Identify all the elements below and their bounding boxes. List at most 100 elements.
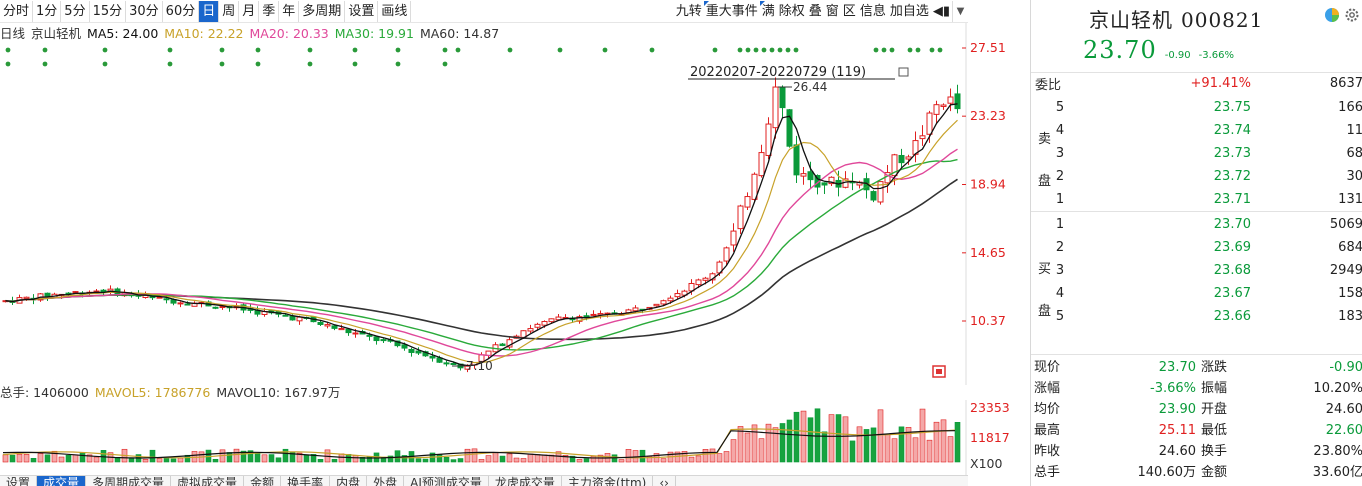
price-tick-0: 27.51 — [970, 40, 1006, 55]
period-tab-2[interactable]: 5分 — [61, 0, 90, 22]
event-dot-4[interactable] — [219, 47, 225, 53]
event-dot-low-3[interactable] — [167, 61, 173, 67]
event-dot-low-4[interactable] — [219, 61, 225, 67]
indicator-tab-7[interactable]: 外盘 — [367, 476, 405, 486]
range-annotation[interactable]: 20220207-20220729 (119) — [688, 65, 909, 80]
event-dot-19[interactable] — [761, 47, 767, 53]
period-tab-6[interactable]: 日 — [199, 0, 220, 22]
asks-row-3[interactable]: 3 23.73 68 — [1031, 142, 1362, 165]
event-dot-20[interactable] — [769, 47, 775, 53]
event-dot-7[interactable] — [352, 47, 358, 53]
period-tab-4[interactable]: 30分 — [126, 0, 163, 22]
event-dot-low-6[interactable] — [307, 61, 313, 67]
event-dot-26[interactable] — [889, 47, 895, 53]
event-dot-30[interactable] — [937, 47, 943, 53]
tool-button-8[interactable]: 加自选 — [889, 3, 929, 19]
period-tab-11[interactable]: 多周期 — [299, 0, 346, 22]
period-tab-0[interactable]: 分时 — [0, 0, 34, 22]
gear-icon[interactable] — [1344, 7, 1360, 23]
asks-row-4[interactable]: 4 23.74 11 — [1031, 119, 1362, 142]
asks-row-1[interactable]: 1 23.71 131 — [1031, 188, 1362, 211]
candlestick-chart[interactable]: 27.51 23.23 18.94 14.65 10.37 20220207-20220… — [0, 23, 1028, 385]
event-dot-24[interactable] — [873, 47, 879, 53]
event-dot-6[interactable] — [307, 47, 313, 53]
indicator-tab-8[interactable]: AI预测成交量 — [404, 476, 489, 486]
bids-row-5[interactable]: 5 23.66 183 — [1031, 305, 1362, 328]
event-dot-25[interactable] — [881, 47, 887, 53]
event-dot-3[interactable] — [167, 47, 173, 53]
level: 3 — [1055, 263, 1065, 278]
event-dot-23[interactable] — [793, 47, 799, 53]
toolbar-more-dropdown[interactable]: ▼ — [952, 0, 968, 22]
event-dot-1[interactable] — [42, 47, 48, 53]
tool-button-6[interactable]: 区 — [842, 3, 856, 19]
event-dot-12[interactable] — [557, 47, 563, 53]
candle-49 — [345, 328, 352, 334]
candle-45 — [317, 321, 324, 325]
indicator-tab-11[interactable]: ‹› — [653, 476, 676, 486]
volume-chart[interactable]: 23353 11817 X100 — [0, 400, 1028, 475]
event-dot-28[interactable] — [915, 47, 921, 53]
event-dot-10[interactable] — [455, 47, 461, 53]
event-dot-17[interactable] — [745, 47, 751, 53]
indicator-tab-4[interactable]: 金额 — [244, 476, 282, 486]
event-dot-low-2[interactable] — [102, 61, 108, 67]
event-dot-low-1[interactable] — [42, 61, 48, 67]
event-dot-9[interactable] — [442, 47, 448, 53]
event-dot-2[interactable] — [102, 47, 108, 53]
tool-button-1[interactable]: 重大事件 — [703, 0, 760, 22]
event-dot-0[interactable] — [5, 47, 11, 53]
indicator-tab-2[interactable]: 多周期成交量 — [86, 476, 172, 486]
asks-row-5[interactable]: 5 23.75 166 — [1031, 96, 1362, 119]
period-tab-3[interactable]: 15分 — [90, 0, 127, 22]
period-tab-7[interactable]: 周 — [219, 0, 240, 22]
tool-button-5[interactable]: 窗 — [825, 3, 839, 19]
period-tab-13[interactable]: 画线 — [378, 0, 412, 22]
event-dot-16[interactable] — [737, 47, 743, 53]
period-tab-10[interactable]: 年 — [279, 0, 300, 22]
event-dot-low-0[interactable] — [5, 61, 11, 67]
bids-row-3[interactable]: 3 23.68 2949 — [1031, 259, 1362, 282]
event-dot-13[interactable] — [602, 47, 608, 53]
period-tab-1[interactable]: 1分 — [33, 0, 62, 22]
event-dot-21[interactable] — [777, 47, 783, 53]
period-tab-12[interactable]: 设置 — [345, 0, 379, 22]
indicator-tab-9[interactable]: 龙虎成交量 — [489, 476, 562, 486]
indicator-tab-1[interactable]: 成交量 — [37, 476, 87, 486]
event-dot-5[interactable] — [255, 47, 261, 53]
event-dot-18[interactable] — [753, 47, 759, 53]
volume-bar-122 — [856, 426, 863, 463]
event-dot-27[interactable] — [907, 47, 913, 53]
pie-chart-icon[interactable] — [1324, 7, 1340, 23]
event-dot-11[interactable] — [507, 47, 513, 53]
event-dot-8[interactable] — [395, 47, 401, 53]
event-dot-low-9[interactable] — [442, 61, 448, 67]
tool-button-9[interactable]: ◀▮ — [932, 3, 950, 19]
indicator-tab-6[interactable]: 内盘 — [330, 476, 368, 486]
asks-row-2[interactable]: 2 23.72 30 — [1031, 165, 1362, 188]
event-dot-29[interactable] — [929, 47, 935, 53]
event-dot-low-5[interactable] — [255, 61, 261, 67]
tool-button-2[interactable]: 满 — [759, 0, 777, 22]
bids-row-4[interactable]: 4 23.67 158 — [1031, 282, 1362, 305]
indicator-tab-10[interactable]: 主力资金(ttm) — [562, 476, 654, 486]
bids-row-2[interactable]: 2 23.69 684 — [1031, 236, 1362, 259]
period-tab-8[interactable]: 月 — [239, 0, 260, 22]
tool-button-0[interactable]: 九转 — [675, 3, 702, 19]
tool-button-3[interactable]: 除权 — [778, 3, 805, 19]
tool-button-7[interactable]: 信息 — [859, 3, 886, 19]
lock-icon[interactable] — [898, 67, 909, 77]
event-dot-14[interactable] — [649, 47, 655, 53]
tool-button-4[interactable]: 叠 — [808, 3, 822, 19]
bids-row-1[interactable]: 1 23.70 5069 — [1031, 213, 1362, 236]
event-dot-15[interactable] — [712, 47, 718, 53]
event-dot-low-8[interactable] — [395, 61, 401, 67]
indicator-tab-5[interactable]: 换手率 — [281, 476, 331, 486]
indicator-tab-3[interactable]: 虚拟成交量 — [171, 476, 245, 486]
period-tab-5[interactable]: 60分 — [163, 0, 200, 22]
event-dot-low-7[interactable] — [352, 61, 358, 67]
event-dot-22[interactable] — [785, 47, 791, 53]
indicator-tab-0[interactable]: 设置 — [0, 476, 38, 486]
volume-bar-4 — [30, 457, 37, 463]
period-tab-9[interactable]: 季 — [259, 0, 280, 22]
